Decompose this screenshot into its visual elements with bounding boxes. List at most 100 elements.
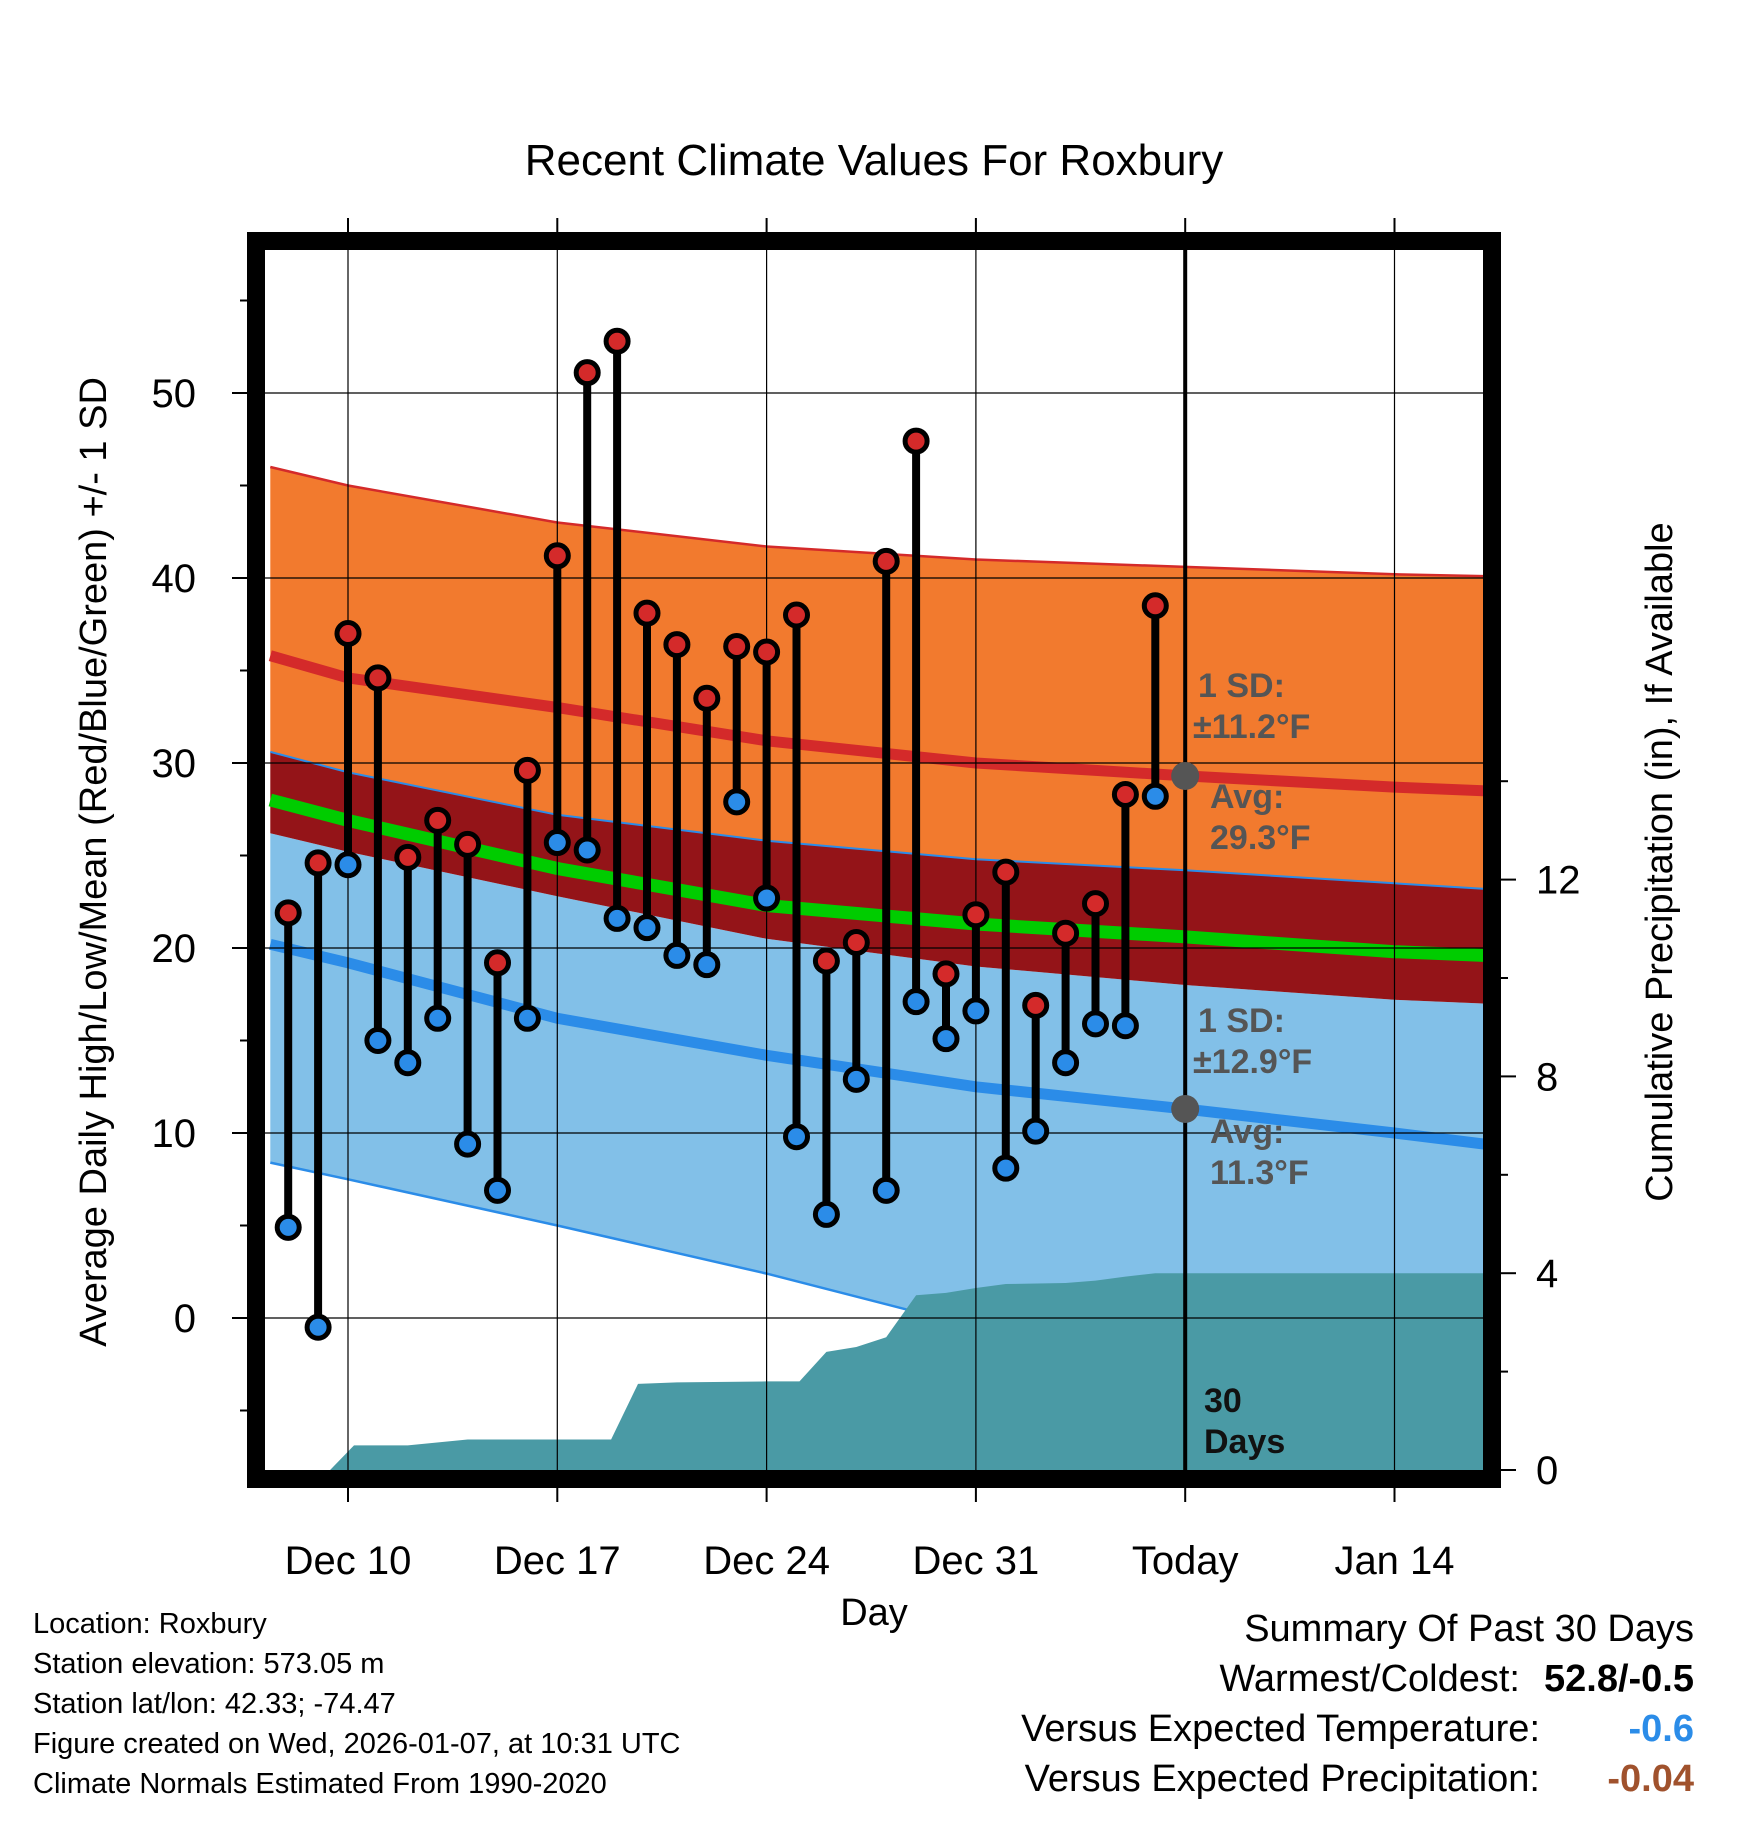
y-tick-label: 30 <box>152 742 197 786</box>
low-point <box>842 1065 870 1093</box>
high-sd-label: 1 SD: <box>1198 667 1285 705</box>
high-point <box>484 949 511 977</box>
summary-precip-row: Versus Expected Precipitation: -0.04 <box>1021 1754 1694 1804</box>
y2-tick-label: 4 <box>1536 1252 1558 1296</box>
plot-area <box>265 250 1483 1470</box>
high-point <box>304 849 332 877</box>
low-point <box>1052 1049 1080 1077</box>
low-point <box>723 788 751 816</box>
high-point <box>1111 780 1139 808</box>
y-tick-label: 10 <box>152 1112 197 1156</box>
high-point <box>573 359 601 387</box>
low-point <box>304 1313 332 1341</box>
low-avg-marker <box>1171 1094 1200 1123</box>
low-point <box>484 1176 511 1204</box>
window-label: Days <box>1204 1423 1285 1461</box>
low-point <box>992 1154 1020 1182</box>
created-text: Figure created on Wed, 2026-01-07, at 10… <box>33 1728 681 1760</box>
high-avg-value: 29.3°F <box>1210 819 1311 857</box>
high-point <box>842 928 870 956</box>
low-avg-label: Avg: <box>1210 1113 1284 1151</box>
high-point <box>783 601 810 629</box>
low-point <box>1111 1012 1139 1040</box>
high-point <box>543 542 571 570</box>
high-point <box>723 632 751 660</box>
high-point <box>1022 991 1050 1019</box>
high-avg-label: Avg: <box>1210 778 1284 816</box>
low-point <box>424 1004 452 1032</box>
low-point <box>274 1213 302 1241</box>
high-point <box>633 599 661 627</box>
y2-tick-label: 12 <box>1536 859 1581 903</box>
low-point <box>573 836 601 864</box>
y-axis-label: Average Daily High/Low/Mean (Red/Blue/Gr… <box>73 377 115 1347</box>
temp-label: Versus Expected Temperature: <box>1021 1708 1540 1750</box>
high-point <box>872 547 900 575</box>
low-sd-value: ±12.9°F <box>1193 1043 1312 1081</box>
precipitation-area <box>265 1273 1483 1470</box>
low-point <box>633 914 661 942</box>
low-point <box>962 997 990 1025</box>
low-point <box>513 1004 541 1032</box>
low-point <box>872 1176 900 1204</box>
high-point <box>454 830 482 858</box>
low-sd-label: 1 SD: <box>1198 1002 1285 1040</box>
axes: 0 10 20 30 40 50 0 4 8 12 Dec 10 Dec 17 Dec 24 Dec 31… <box>152 218 1581 1583</box>
high-point <box>902 427 930 455</box>
high-point <box>274 899 302 927</box>
low-point <box>394 1049 422 1077</box>
low-point <box>334 851 362 879</box>
low-avg-line <box>269 938 1483 1150</box>
low-point <box>1082 1010 1109 1038</box>
low-point <box>603 904 631 932</box>
warmest-label: Warmest/Coldest: <box>1219 1658 1520 1700</box>
x-tick-label: Dec 10 <box>285 1539 412 1583</box>
low-point <box>753 884 781 912</box>
high-point <box>513 756 541 784</box>
precip-value: -0.04 <box>1607 1758 1694 1800</box>
y-tick-label: 0 <box>174 1297 196 1341</box>
low-point <box>902 988 930 1016</box>
normals-text: Climate Normals Estimated From 1990-2020 <box>33 1768 607 1800</box>
high-point <box>334 620 362 647</box>
high-point <box>812 947 840 975</box>
y2-axis-label: Cumulative Precipitation (in), If Availa… <box>1639 522 1681 1201</box>
station-info: Location: Roxbury Station elevation: 573… <box>33 1604 681 1804</box>
high-avg-marker <box>1171 761 1200 790</box>
low-point <box>932 1025 960 1053</box>
high-point <box>753 638 781 666</box>
low-point <box>783 1123 810 1151</box>
high-point <box>962 901 990 929</box>
low-point <box>364 1027 392 1054</box>
daily-range-bars <box>274 327 1169 1341</box>
high-point <box>394 843 422 871</box>
plot-frame <box>247 232 1501 1488</box>
low-point <box>543 829 571 857</box>
x-tick-label: Dec 24 <box>703 1539 830 1583</box>
high-upper-line <box>270 465 1483 578</box>
y-tick-label: 40 <box>152 557 197 601</box>
window-number: 30 <box>1204 1382 1242 1420</box>
low-sd-band <box>270 833 1483 1328</box>
summary-title: Summary Of Past 30 Days <box>1244 1608 1694 1650</box>
high-point <box>1052 919 1080 947</box>
x-tick-label: Dec 17 <box>494 1539 621 1583</box>
location-text: Location: Roxbury <box>33 1608 267 1640</box>
low-point <box>693 951 721 979</box>
summary-warmest-row: Warmest/Coldest: 52.8/-0.5 <box>1021 1654 1694 1704</box>
warmest-value: 52.8/-0.5 <box>1544 1658 1694 1700</box>
high-point <box>992 858 1020 886</box>
y2-tick-label: 0 <box>1536 1449 1558 1493</box>
high-point <box>932 960 960 988</box>
high-point <box>693 684 721 712</box>
elevation-text: Station elevation: 573.05 m <box>33 1648 385 1680</box>
x-tick-label: Dec 31 <box>913 1539 1040 1583</box>
low-point <box>663 941 691 969</box>
summary-panel: Summary Of Past 30 Days Warmest/Coldest:… <box>1021 1604 1694 1804</box>
high-sd-value: ±11.2°F <box>1193 708 1310 746</box>
high-point <box>424 806 452 834</box>
mean-avg-line <box>268 793 1483 962</box>
high-point <box>1141 592 1169 620</box>
chart-title: Recent Climate Values For Roxbury <box>525 136 1224 185</box>
